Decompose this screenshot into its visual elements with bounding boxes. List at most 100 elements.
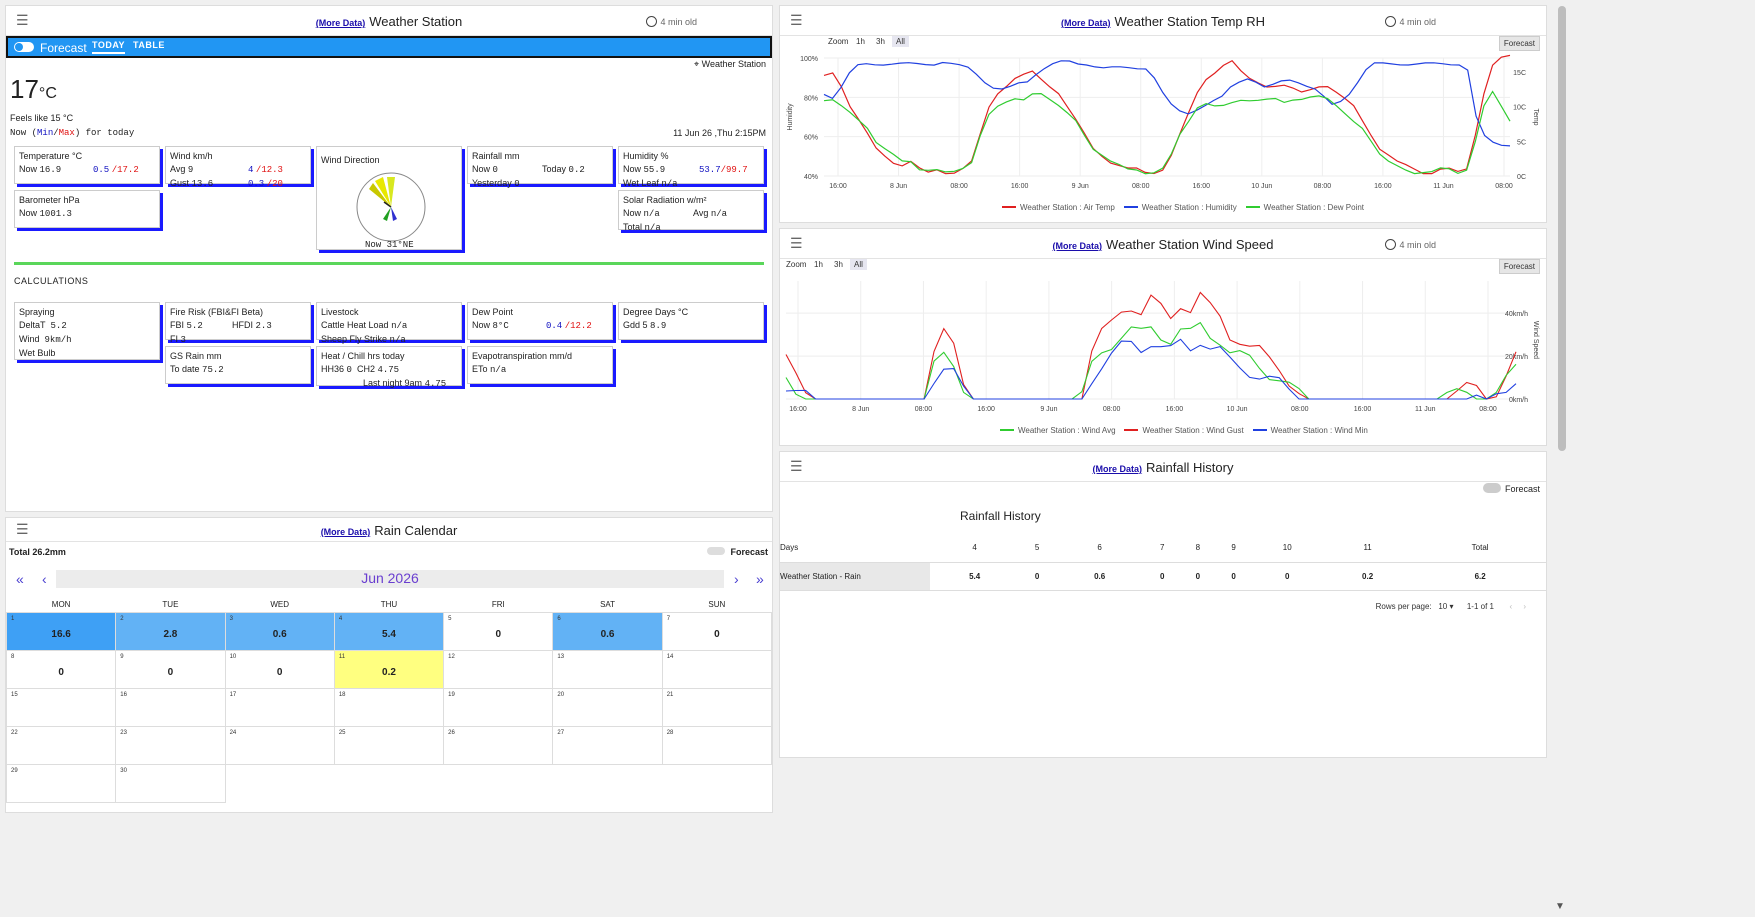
scrollbar-thumb[interactable] [1558,6,1566,451]
zoom-all-button[interactable]: All [850,259,867,270]
temperature-card[interactable]: Temperature °C Now 16.9 0.5 /17.2 [14,146,160,184]
tab-today[interactable]: TODAY [92,40,126,54]
wind-direction-card[interactable]: Wind Direction Now 31°NE [316,146,462,250]
rows-per-page-select[interactable]: 10 [1438,602,1448,611]
zoom-1h-button[interactable]: 1h [814,260,823,269]
zoom-1h-button[interactable]: 1h [856,37,865,46]
calendar-day[interactable]: 10 0 [224,649,335,689]
dew-point-card[interactable]: Dew Point Now 8°C 0.4 /12.2 [467,302,613,340]
fire-risk-card[interactable]: Fire Risk (FBI&FI Beta) FBI 5.2 HFDI 2.3 … [165,302,311,345]
zoom-3h-button[interactable]: 3h [876,37,885,46]
calendar-day[interactable]: 26 [443,725,554,765]
calendar-day[interactable]: 28 [661,725,772,765]
wind-value: 9km/h [44,335,72,345]
prev-year-icon[interactable]: « [16,571,24,587]
prev-page-icon[interactable]: ‹ [1509,602,1513,611]
hamburger-menu-icon[interactable]: ☰ [790,458,803,474]
calendar-day[interactable]: 1 16.6 [6,611,117,651]
x-tick-label: 16:00 [1166,406,1184,413]
barometer-card[interactable]: Barometer hPa Now 1001.3 [14,190,160,228]
calendar-day[interactable]: 6 0.6 [552,611,663,651]
degree-days-card[interactable]: Degree Days °C Gdd 5 8.9 [618,302,764,340]
prev-month-icon[interactable]: ‹ [42,571,47,587]
more-data-link[interactable]: (More Data) [1060,18,1111,28]
evapotranspiration-card[interactable]: Evapotranspiration mm/d ETo n/a [467,346,613,384]
calendar-day[interactable]: 21 [661,687,772,727]
calendar-day[interactable]: 4 5.4 [333,611,445,651]
forecast-toggle[interactable] [1482,483,1501,493]
scroll-down-icon[interactable]: ▼ [1555,901,1565,912]
spraying-card[interactable]: Spraying DeltaT 5.2 Wind 9km/h Wet Bulb [14,302,160,360]
calendar-day[interactable]: 25 [333,725,445,765]
wind-card[interactable]: Wind km/h Avg 9 4 /12.3 Gust 13.6 0.3 /20 [165,146,311,189]
heat-chill-card[interactable]: Heat / Chill hrs today HH36 0 CH2 4.75 L… [316,346,462,389]
forecast-toggle[interactable] [707,547,726,555]
weekday-label: WED [270,600,290,610]
calendar-day[interactable]: 18 [333,687,445,727]
calendar-day[interactable]: 19 [443,687,554,727]
calendar-day[interactable]: 29 [6,763,117,803]
calendar-day[interactable]: 3 0.6 [224,611,335,651]
day-number: 16 [120,691,127,698]
forecast-button[interactable]: Forecast [1498,259,1540,274]
calendar-day[interactable]: 13 [552,649,663,689]
now-label: Now [19,208,38,218]
legend-humidity: Weather Station : Humidity [1141,203,1237,212]
calendar-day[interactable]: 12 [443,649,554,689]
hamburger-menu-icon[interactable]: ☰ [16,12,29,28]
calendar-day[interactable]: 17 [224,687,335,727]
more-data-link[interactable]: (More Data) [1092,464,1143,474]
more-data-link[interactable]: (More Data) [320,527,371,537]
calendar-day[interactable]: 23 [115,725,226,765]
zoom-all-button[interactable]: All [892,36,909,47]
humidity-card[interactable]: Humidity % Now 55.9 53.7/99.7 Wet Leaf n/… [618,146,764,189]
calendar-day[interactable]: 16 [115,687,226,727]
calendar-day[interactable]: 24 [224,725,335,765]
card-title: Spraying [19,307,55,317]
next-month-icon[interactable]: › [734,571,739,587]
page-scrollbar[interactable]: ▼ [1555,0,1569,917]
wind-speed-chart: 16:00 8 Jun 08:00 16:00 9 Jun 08:00 16:00 10 Ju… [785,281,1539,413]
now-value: 1001.3 [39,209,72,219]
clock-icon [1385,239,1397,250]
now-label: Now [472,164,491,174]
calendar-day[interactable]: 27 [552,725,663,765]
x-tick-label: 16:00 [829,183,847,190]
header-cell: 5 [1034,543,1040,553]
divider [14,262,764,265]
hamburger-menu-icon[interactable]: ☰ [790,235,803,251]
rainfall-card[interactable]: Rainfall mm Now 0 Today 0.2 Yesterday 0 [467,146,613,189]
y-left-tick-label: 60% [804,135,818,142]
next-year-icon[interactable]: » [756,571,764,587]
day-rain-value: 0 [714,628,720,640]
month-label[interactable]: Jun 2026 [56,570,724,588]
header-cell: 7 [1159,543,1165,553]
hamburger-menu-icon[interactable]: ☰ [16,521,29,537]
forecast-toggle[interactable] [14,42,34,52]
more-data-link[interactable]: (More Data) [315,18,366,28]
calendar-day[interactable]: 20 [552,687,663,727]
forecast-button[interactable]: Forecast [1498,36,1540,51]
legend-min: Min [37,128,54,138]
gs-rain-card[interactable]: GS Rain mm To date 75.2 [165,346,311,384]
next-page-icon[interactable]: › [1523,602,1526,611]
zoom-3h-button[interactable]: 3h [834,260,843,269]
calendar-day[interactable]: 11 0.2 [333,649,445,689]
tab-table[interactable]: TABLE [133,40,165,50]
calendar-day[interactable]: 22 [6,725,117,765]
calendar-day[interactable]: 14 [661,649,772,689]
eto-value: n/a [490,365,507,375]
calendar-day[interactable]: 15 [6,687,117,727]
table-cell: Weather Station - Rain [780,562,930,590]
livestock-card[interactable]: Livestock Cattle Heat Load n/a Sheep Fly… [316,302,462,345]
hamburger-menu-icon[interactable]: ☰ [790,12,803,28]
header-cell: 10 [1282,543,1292,553]
more-data-link[interactable]: (More Data) [1052,241,1103,251]
solar-radiation-card[interactable]: Solar Radiation w/m² Now n/a Avg n/a Tota… [618,190,764,233]
calendar-day[interactable]: 30 [115,763,226,803]
calendar-day[interactable]: 2 2.8 [115,611,226,651]
